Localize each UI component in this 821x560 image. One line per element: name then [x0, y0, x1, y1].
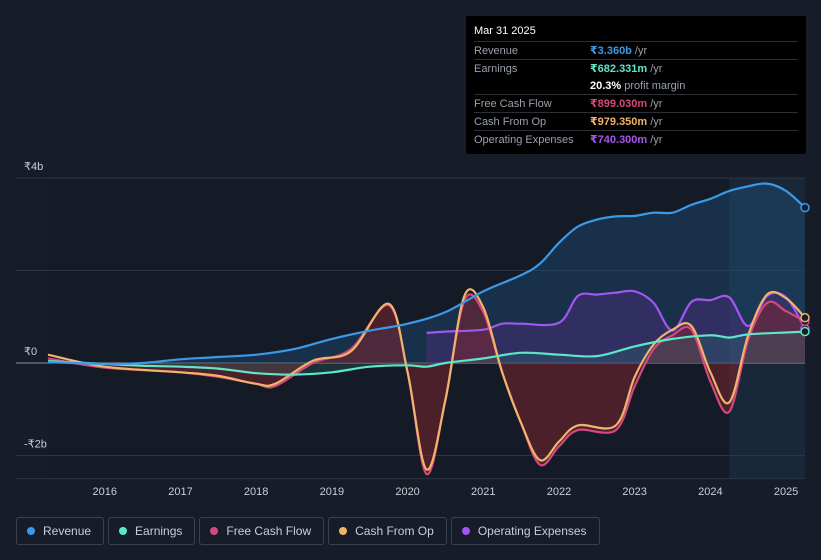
legend-item-revenue[interactable]: Revenue: [16, 517, 105, 545]
tooltip-unit: /yr: [650, 62, 663, 75]
tooltip-unit: /yr: [650, 115, 663, 128]
tooltip-label: Operating Expenses: [474, 133, 574, 146]
data-tooltip: Mar 31 2025 Revenue ₹3.360b /yr Earnings…: [466, 16, 806, 154]
tooltip-row-cash-from-op: Cash From Op ₹979.350m /yr: [474, 112, 798, 130]
tooltip-value: ₹979.350m: [590, 115, 648, 128]
legend-item-operating-expenses[interactable]: Operating Expenses: [450, 517, 600, 545]
legend-dot-icon: [339, 527, 348, 535]
tooltip-label: Free Cash Flow: [474, 97, 552, 110]
y-tick-label: ₹0: [24, 346, 37, 358]
tooltip-unit: /yr: [650, 133, 663, 146]
tooltip-value: ₹3.360b: [590, 44, 632, 57]
x-tick-label: 2024: [698, 486, 722, 498]
x-tick-label: 2021: [471, 486, 495, 498]
x-tick-label: 2025: [774, 486, 798, 498]
tooltip-value: ₹899.030m: [590, 97, 648, 110]
legend-dot-icon: [461, 527, 470, 535]
x-tick-label: 2020: [395, 486, 419, 498]
operating-expenses-line: [426, 289, 806, 334]
legend-label: Free Cash Flow: [226, 524, 312, 538]
earnings-area: [48, 331, 805, 375]
tooltip-label: Cash From Op: [474, 115, 547, 128]
earnings-line: [47, 330, 806, 376]
operating-expenses-area: [426, 290, 805, 363]
tooltip-date: Mar 31 2025: [474, 25, 536, 37]
tooltip-value: ₹740.300m: [590, 133, 648, 146]
cash-from-op-end-marker: [800, 312, 810, 323]
tooltip-value: 20.3%: [590, 79, 622, 92]
legend-dot-icon: [27, 527, 35, 535]
x-tick-label: 2017: [168, 486, 192, 498]
revenue-line: [47, 182, 806, 366]
x-tick-label: 2016: [93, 486, 117, 498]
legend: Revenue Earnings Free Cash Flow Cash Fro…: [16, 517, 600, 547]
cash-from-op-line: [47, 288, 806, 471]
legend-item-free-cash-flow[interactable]: Free Cash Flow: [199, 517, 325, 545]
y-tick-label: -₹2b: [24, 439, 47, 451]
legend-label: Earnings: [135, 524, 183, 538]
tooltip-row-free-cash-flow: Free Cash Flow ₹899.030m /yr: [474, 94, 798, 112]
tooltip-row-operating-expenses: Operating Expenses ₹740.300m /yr: [474, 130, 798, 148]
earnings-end-marker: [800, 326, 810, 337]
x-tick-label: 2019: [320, 486, 344, 498]
x-tick-label: 2023: [622, 486, 646, 498]
y-tick-label: ₹4b: [24, 161, 43, 173]
tooltip-unit: profit margin: [624, 79, 686, 92]
tooltip-value: ₹682.331m: [590, 62, 648, 75]
tooltip-unit: /yr: [650, 97, 663, 110]
legend-label: Cash From Op: [355, 524, 434, 538]
legend-label: Operating Expenses: [477, 524, 587, 538]
x-tick-label: 2022: [547, 486, 571, 498]
tooltip-unit: /yr: [634, 44, 648, 57]
tooltip-label: Earnings: [474, 62, 518, 75]
tooltip-row-profit-margin: 20.3% profit margin: [474, 77, 798, 94]
tooltip-row-earnings: Earnings ₹682.331m /yr: [474, 59, 798, 77]
legend-dot-icon: [119, 527, 128, 535]
x-tick-label: 2018: [244, 486, 268, 498]
revenue-end-marker: [800, 202, 810, 213]
tooltip-row-revenue: Revenue ₹3.360b /yr: [474, 41, 798, 59]
legend-label: Revenue: [43, 524, 92, 538]
legend-item-earnings[interactable]: Earnings: [108, 517, 196, 545]
tooltip-label: Revenue: [474, 44, 519, 57]
legend-item-cash-from-op[interactable]: Cash From Op: [328, 517, 447, 545]
legend-dot-icon: [210, 527, 219, 535]
